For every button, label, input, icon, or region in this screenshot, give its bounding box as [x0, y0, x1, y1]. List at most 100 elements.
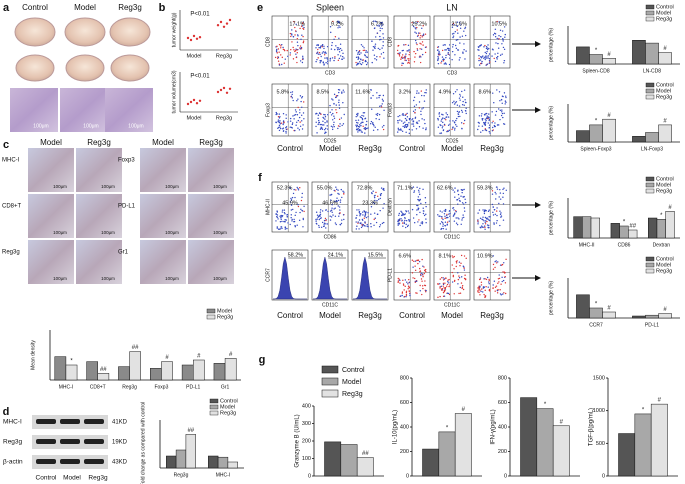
event — [503, 26, 506, 28]
y-tick-label: 1000 — [593, 408, 605, 414]
legend-swatch — [645, 182, 655, 188]
event — [321, 128, 324, 130]
event — [343, 191, 345, 193]
event — [414, 265, 416, 267]
event — [330, 199, 332, 201]
event — [277, 119, 280, 121]
event — [455, 262, 458, 264]
event — [355, 61, 357, 64]
event — [497, 47, 500, 49]
event — [417, 34, 420, 36]
event — [442, 291, 445, 294]
event — [498, 274, 500, 276]
event — [436, 49, 439, 52]
point — [216, 24, 220, 27]
event — [496, 89, 498, 91]
event — [302, 40, 305, 42]
event — [381, 103, 383, 105]
event — [497, 55, 499, 58]
event — [360, 44, 363, 46]
event — [502, 37, 504, 40]
axis-label: CD8 — [265, 37, 271, 47]
event — [404, 121, 406, 123]
event — [302, 218, 304, 221]
event — [370, 120, 373, 123]
event — [407, 58, 409, 60]
event — [460, 109, 463, 112]
event — [493, 208, 496, 211]
x-tick-label: CD86 — [618, 242, 631, 248]
event — [441, 60, 443, 63]
event — [372, 122, 374, 124]
event — [302, 58, 304, 60]
row-label: PD-L1 — [118, 204, 136, 210]
event — [332, 124, 335, 126]
event — [447, 279, 449, 281]
event — [489, 216, 491, 218]
event — [296, 186, 298, 189]
event — [362, 49, 364, 52]
event — [492, 268, 495, 270]
event — [486, 224, 489, 226]
event — [315, 211, 318, 213]
x-tick-label: PD-L1 — [645, 322, 659, 328]
event — [457, 32, 459, 34]
event — [301, 196, 303, 199]
event — [413, 221, 416, 224]
event — [320, 126, 322, 129]
event — [419, 270, 422, 272]
event — [334, 222, 337, 224]
event — [401, 213, 404, 215]
event — [303, 205, 305, 208]
event — [404, 217, 406, 219]
event — [335, 45, 337, 47]
event — [326, 223, 329, 225]
event — [338, 99, 340, 101]
event — [277, 56, 280, 59]
event — [364, 128, 367, 131]
ihc-image — [76, 194, 122, 238]
event — [419, 61, 422, 64]
event — [446, 292, 449, 294]
event — [484, 228, 486, 231]
scale-bar: 100μm — [33, 123, 48, 129]
event — [477, 289, 479, 292]
event — [442, 225, 444, 227]
point — [186, 102, 190, 106]
event — [360, 122, 362, 125]
event — [331, 109, 333, 111]
event — [419, 267, 421, 270]
event — [371, 61, 373, 64]
event — [505, 96, 507, 99]
event — [279, 228, 282, 230]
event — [481, 119, 484, 121]
tumor-photo — [109, 17, 151, 47]
event — [280, 122, 283, 124]
event — [463, 43, 465, 45]
event — [501, 102, 503, 104]
event — [319, 46, 322, 49]
axis-label: TGF-β(pg/mL) — [589, 408, 595, 446]
event — [414, 39, 417, 42]
event — [397, 129, 400, 131]
event — [452, 43, 454, 46]
event — [448, 44, 451, 46]
event — [459, 21, 461, 24]
event — [402, 284, 405, 286]
event — [321, 45, 323, 48]
event — [442, 223, 444, 225]
event — [316, 44, 318, 46]
event — [300, 100, 302, 103]
panel-label: f — [258, 172, 262, 184]
event — [374, 43, 377, 45]
event — [329, 26, 332, 28]
event — [338, 57, 341, 60]
event — [359, 124, 361, 126]
axis-label: CD86 — [324, 234, 337, 240]
event — [452, 189, 454, 191]
bar — [576, 294, 590, 319]
x-tick-label: Dextran — [653, 242, 671, 248]
event — [356, 214, 358, 217]
event — [484, 209, 486, 212]
bar — [340, 444, 358, 477]
